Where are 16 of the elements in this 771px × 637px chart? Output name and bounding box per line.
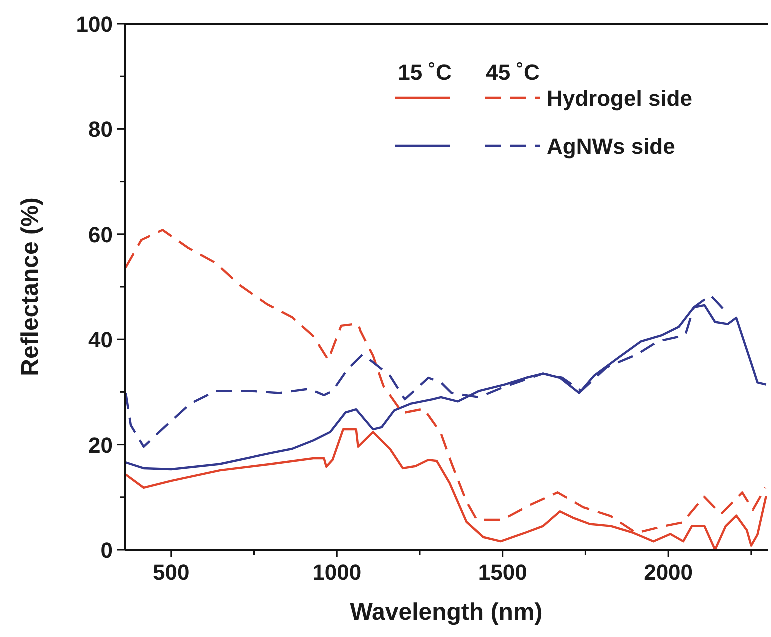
x-tick-label: 1000 [312,560,362,585]
y-tick-label: 60 [88,222,113,248]
y-axis-title: Reflectance (%) [17,198,44,376]
y-tick-label: 20 [88,432,113,458]
x-tick-label: 2000 [644,560,694,585]
annotation: 45 ˚C [486,60,540,85]
x-axis-title: Wavelength (nm) [350,599,543,626]
legend-label: Hydrogel side [547,86,692,111]
x-tick-label: 1500 [478,560,528,585]
y-tick-label: 0 [100,538,113,563]
annotation: 15 ˚C [398,60,452,85]
x-tick-label: 500 [153,560,190,585]
legend-label: AgNWs side [547,134,676,159]
y-tick-label: 100 [76,12,113,37]
y-tick-label: 40 [88,328,113,353]
y-tick-label: 80 [88,117,113,142]
